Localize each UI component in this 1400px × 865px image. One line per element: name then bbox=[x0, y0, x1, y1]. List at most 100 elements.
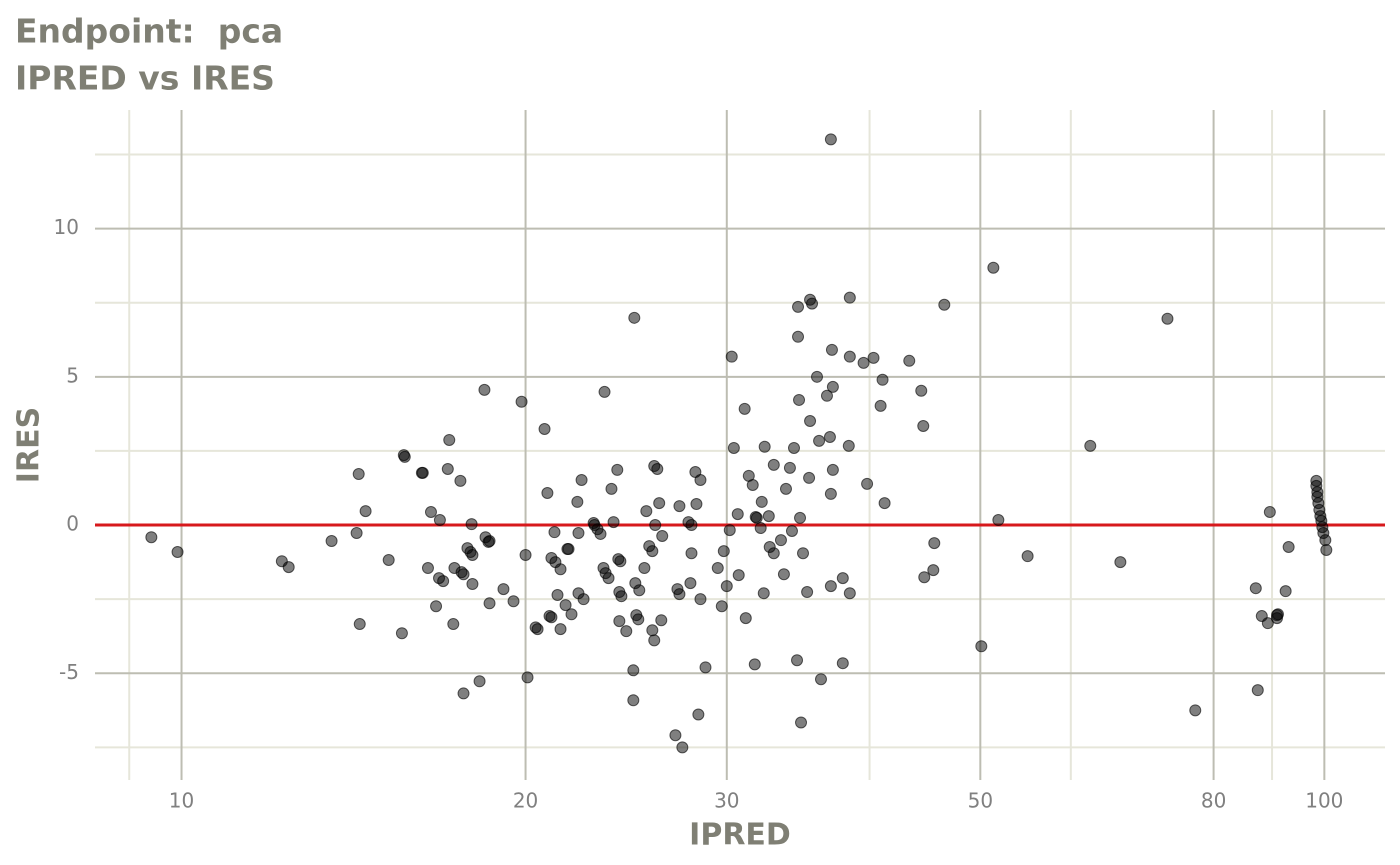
x-tick-label: 30 bbox=[714, 789, 739, 813]
point bbox=[554, 563, 567, 576]
point bbox=[794, 511, 807, 524]
point bbox=[651, 463, 664, 476]
point bbox=[928, 537, 941, 550]
point bbox=[731, 508, 744, 521]
point bbox=[465, 518, 478, 531]
point bbox=[627, 664, 640, 677]
point bbox=[843, 350, 856, 363]
point bbox=[454, 474, 467, 487]
point bbox=[793, 393, 806, 406]
point bbox=[676, 741, 689, 754]
point bbox=[836, 572, 849, 585]
point bbox=[466, 548, 479, 561]
chart-title: Endpoint: pca bbox=[15, 12, 283, 51]
point bbox=[649, 519, 662, 532]
point bbox=[732, 569, 745, 582]
point bbox=[694, 593, 707, 606]
point bbox=[430, 600, 443, 613]
point bbox=[632, 613, 645, 626]
point bbox=[685, 519, 698, 532]
point bbox=[861, 477, 874, 490]
point bbox=[867, 351, 880, 364]
point bbox=[1021, 550, 1034, 563]
point bbox=[791, 654, 804, 667]
point bbox=[656, 530, 669, 543]
point bbox=[602, 572, 615, 585]
point bbox=[915, 384, 928, 397]
point bbox=[792, 330, 805, 343]
point bbox=[748, 658, 761, 671]
point bbox=[443, 433, 456, 446]
point bbox=[738, 402, 751, 415]
point bbox=[903, 354, 916, 367]
point bbox=[785, 524, 798, 537]
point bbox=[774, 534, 787, 547]
point bbox=[927, 564, 940, 577]
point bbox=[646, 545, 659, 558]
point bbox=[918, 571, 931, 584]
point bbox=[1161, 312, 1174, 325]
point bbox=[723, 524, 736, 537]
point bbox=[874, 399, 887, 412]
x-tick-label: 100 bbox=[1305, 789, 1343, 813]
point bbox=[559, 599, 572, 612]
point bbox=[437, 575, 450, 588]
point bbox=[282, 561, 295, 574]
point bbox=[795, 716, 808, 729]
point bbox=[395, 627, 408, 640]
point bbox=[711, 562, 724, 575]
point bbox=[447, 618, 460, 631]
point bbox=[826, 463, 839, 476]
point bbox=[325, 535, 338, 548]
point bbox=[521, 671, 534, 684]
point bbox=[478, 383, 491, 396]
point bbox=[352, 468, 365, 481]
point bbox=[673, 588, 686, 601]
point bbox=[843, 291, 856, 304]
point bbox=[669, 729, 682, 742]
point bbox=[811, 370, 824, 383]
point bbox=[758, 440, 771, 453]
point bbox=[803, 471, 816, 484]
point bbox=[825, 343, 838, 356]
point bbox=[605, 482, 618, 495]
point bbox=[594, 527, 607, 540]
point bbox=[823, 430, 836, 443]
point bbox=[1279, 585, 1292, 598]
point bbox=[633, 584, 646, 597]
point bbox=[746, 479, 759, 492]
point bbox=[699, 661, 712, 674]
y-tick-label: 5 bbox=[66, 363, 79, 387]
point bbox=[433, 514, 446, 527]
point bbox=[690, 497, 703, 510]
point bbox=[614, 555, 627, 568]
point bbox=[813, 434, 826, 447]
y-tick-label: 10 bbox=[54, 215, 79, 239]
point bbox=[620, 625, 633, 638]
point bbox=[638, 562, 651, 575]
point bbox=[1251, 684, 1264, 697]
point bbox=[1249, 582, 1262, 595]
point bbox=[572, 527, 585, 540]
point bbox=[824, 133, 837, 146]
point bbox=[820, 389, 833, 402]
point bbox=[551, 589, 564, 602]
point bbox=[466, 578, 479, 591]
point bbox=[673, 500, 686, 513]
y-axis-title: IRES bbox=[12, 407, 47, 483]
point bbox=[646, 624, 659, 637]
point bbox=[801, 586, 814, 599]
point bbox=[359, 505, 372, 518]
point bbox=[1114, 556, 1127, 569]
point bbox=[824, 487, 837, 500]
point bbox=[992, 514, 1005, 527]
point bbox=[577, 593, 590, 606]
point bbox=[750, 511, 763, 524]
point bbox=[627, 694, 640, 707]
point bbox=[350, 527, 363, 540]
point bbox=[692, 708, 705, 721]
point bbox=[717, 545, 730, 558]
point bbox=[842, 439, 855, 452]
point bbox=[1263, 506, 1276, 518]
point bbox=[792, 300, 805, 313]
